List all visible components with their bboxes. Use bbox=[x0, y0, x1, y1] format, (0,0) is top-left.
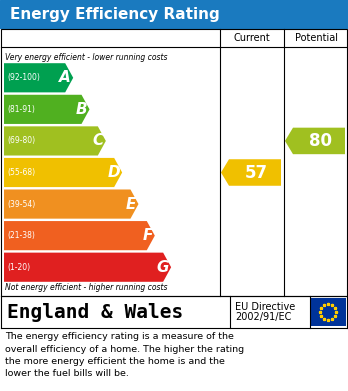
Text: (92-100): (92-100) bbox=[7, 73, 40, 82]
Text: (69-80): (69-80) bbox=[7, 136, 35, 145]
Text: (55-68): (55-68) bbox=[7, 168, 35, 177]
Polygon shape bbox=[221, 159, 281, 186]
Polygon shape bbox=[285, 128, 345, 154]
Text: Energy Efficiency Rating: Energy Efficiency Rating bbox=[10, 7, 220, 22]
Text: C: C bbox=[93, 133, 104, 149]
Text: 57: 57 bbox=[244, 163, 268, 181]
Text: Very energy efficient - lower running costs: Very energy efficient - lower running co… bbox=[5, 52, 167, 61]
Text: (21-38): (21-38) bbox=[7, 231, 35, 240]
Polygon shape bbox=[4, 253, 171, 282]
Text: (1-20): (1-20) bbox=[7, 263, 30, 272]
Text: F: F bbox=[142, 228, 153, 243]
Text: D: D bbox=[108, 165, 120, 180]
Text: The energy efficiency rating is a measure of the
overall efficiency of a home. T: The energy efficiency rating is a measur… bbox=[5, 332, 244, 378]
Text: B: B bbox=[76, 102, 87, 117]
Text: Current: Current bbox=[234, 33, 270, 43]
Bar bbox=[1, 29, 348, 296]
Polygon shape bbox=[4, 190, 139, 219]
Bar bbox=[0, 0, 348, 28]
Text: Potential: Potential bbox=[294, 33, 338, 43]
Text: 80: 80 bbox=[308, 132, 332, 150]
Polygon shape bbox=[4, 95, 89, 124]
Text: EU Directive: EU Directive bbox=[235, 302, 295, 312]
Text: England & Wales: England & Wales bbox=[7, 303, 183, 321]
Text: E: E bbox=[126, 197, 136, 212]
Text: Not energy efficient - higher running costs: Not energy efficient - higher running co… bbox=[5, 283, 167, 292]
Bar bbox=[1, 29, 347, 296]
Text: A: A bbox=[60, 70, 71, 85]
Polygon shape bbox=[4, 158, 122, 187]
Polygon shape bbox=[4, 221, 155, 250]
Text: 2002/91/EC: 2002/91/EC bbox=[235, 312, 291, 322]
Bar bbox=[310, 298, 346, 326]
Polygon shape bbox=[4, 63, 73, 92]
Text: G: G bbox=[157, 260, 169, 275]
Polygon shape bbox=[4, 126, 106, 156]
Text: (81-91): (81-91) bbox=[7, 105, 35, 114]
Text: (39-54): (39-54) bbox=[7, 199, 35, 208]
